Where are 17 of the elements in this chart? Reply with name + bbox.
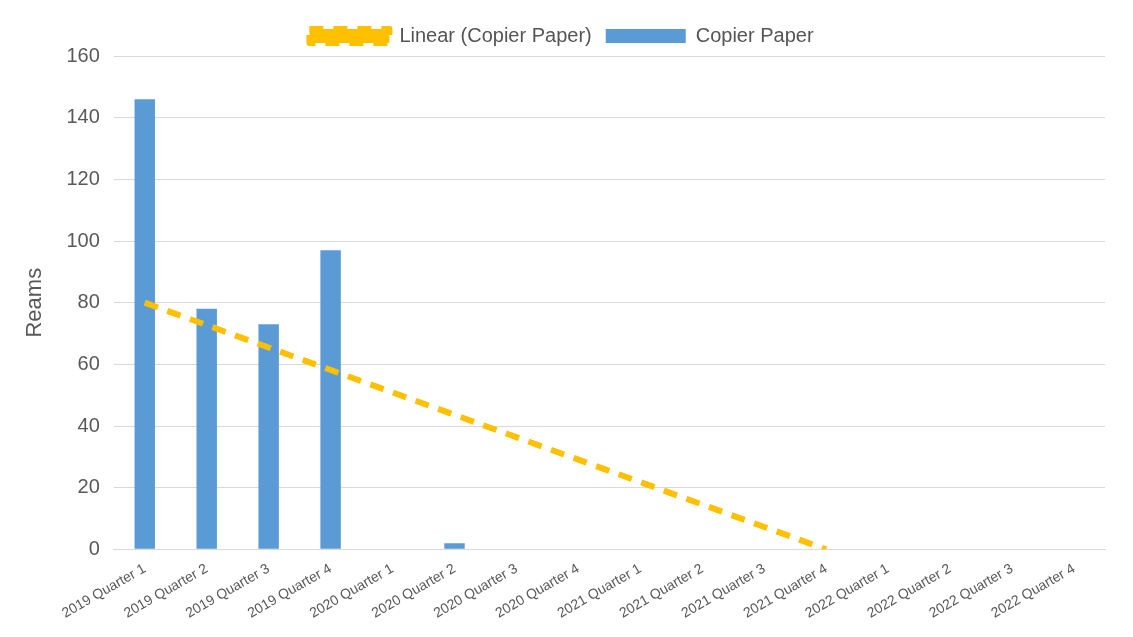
y-tick-label: 120 [66,166,100,189]
y-tick-label: 140 [66,105,100,128]
y-tick-label: 0 [88,536,100,559]
y-tick-label: 80 [77,290,100,313]
y-tick-label: 40 [77,413,100,436]
y-tick-label: 160 [66,43,100,66]
bar [134,99,155,549]
bar [444,543,465,549]
legend-label: Copier Paper [695,23,814,46]
y-tick-label: 60 [77,351,100,374]
y-axis-title: Reams [21,267,47,338]
bar [320,250,341,549]
y-tick-label: 20 [77,475,100,498]
legend-label: Linear (Copier Paper) [399,23,592,46]
bar [196,308,217,549]
y-tick-label: 100 [66,228,100,251]
bar [258,324,279,549]
